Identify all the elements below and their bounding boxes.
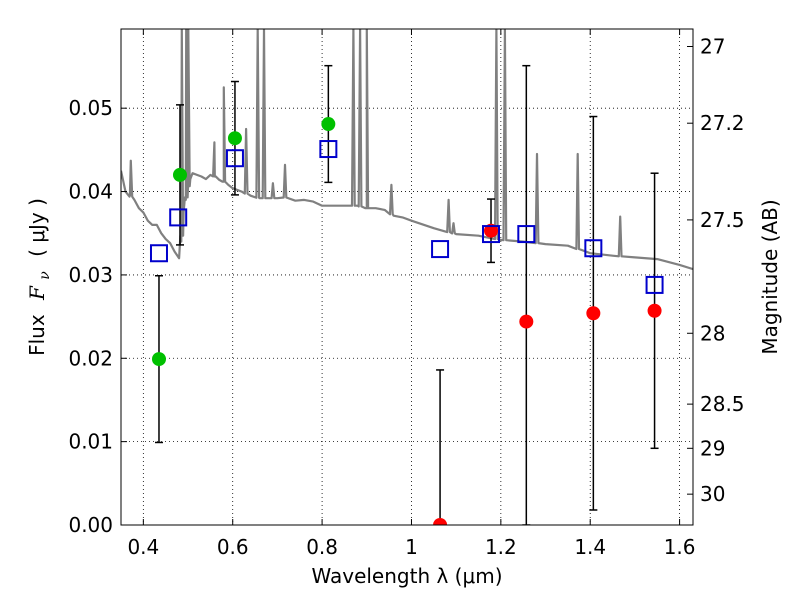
model-square-2: [225, 149, 244, 168]
green-point-1: [172, 167, 187, 182]
plot-frame: [120, 28, 694, 526]
y-axis-label-unit: ( μJy ): [25, 198, 49, 257]
x-tick-label-1: 0.6: [217, 535, 249, 559]
red-point-2: [519, 314, 534, 329]
tick-marks: [121, 29, 693, 526]
x-tick-label-5: 1.4: [574, 535, 606, 559]
red-point-0: [433, 518, 448, 525]
magnitude-tick-label-4: 28.5: [700, 392, 745, 416]
magnitude-tick-label-2: 27.5: [700, 208, 745, 232]
x-axis-label: Wavelength λ (μm): [311, 564, 502, 588]
svg-text:Flux F ν ( μ: Flux F ν ( μJy ): [25, 198, 54, 356]
model-square-8: [645, 275, 664, 294]
y-tick-label-2: 0.02: [68, 346, 113, 370]
x-tick-label-4: 1.2: [485, 535, 517, 559]
y-axis-label-symbol: F: [25, 285, 49, 301]
y-tick-label-0: 0.00: [68, 513, 113, 537]
y-tick-label-3: 0.03: [68, 263, 113, 287]
spectrum-layer: [121, 29, 693, 271]
green-point-2: [227, 131, 242, 146]
green-point-0: [151, 352, 166, 367]
green-point-3: [321, 117, 336, 132]
x-tick-label-2: 0.8: [306, 535, 338, 559]
model-square-0: [149, 244, 168, 263]
tick-labels: 0.4 0.6 0.8 1 1.2 1.4 1.6 0.00 0.01 0.02 0.03 0.04 0…: [68, 35, 744, 559]
red-point-1: [484, 223, 499, 238]
x-tick-label-3: 1: [405, 535, 418, 559]
points-layer: [149, 117, 664, 525]
model-square-3: [319, 140, 338, 159]
magnitude-tick-label-3: 28: [700, 321, 725, 345]
magnitude-tick-label-6: 30: [700, 482, 725, 506]
model-square-1: [169, 208, 188, 227]
red-point-4: [647, 303, 662, 318]
y-tick-label-4: 0.04: [68, 180, 113, 204]
y-tick-label-1: 0.01: [68, 430, 113, 454]
y-axis-label-prefix: Flux: [25, 314, 49, 356]
model-square-7: [584, 239, 603, 258]
magnitude-tick-label-0: 27: [700, 35, 725, 59]
magnitude-tick-label-5: 29: [700, 436, 725, 460]
y-axis-label-right: Magnitude (AB): [758, 199, 782, 354]
spectrum-line: [121, 29, 693, 271]
model-square-6: [517, 225, 536, 244]
grid: [121, 29, 693, 526]
model-square-4: [431, 240, 450, 259]
model-square-5: [482, 225, 501, 244]
red-point-3: [586, 306, 601, 321]
y-tick-label-5: 0.05: [68, 96, 113, 120]
x-tick-label-0: 0.4: [127, 535, 159, 559]
y-axis-label-left: Flux F ν ( μJy ): [25, 198, 54, 356]
x-tick-label-6: 1.6: [664, 535, 696, 559]
y-axis-label-subscript: ν: [37, 271, 53, 280]
magnitude-tick-label-1: 27.2: [700, 111, 745, 135]
